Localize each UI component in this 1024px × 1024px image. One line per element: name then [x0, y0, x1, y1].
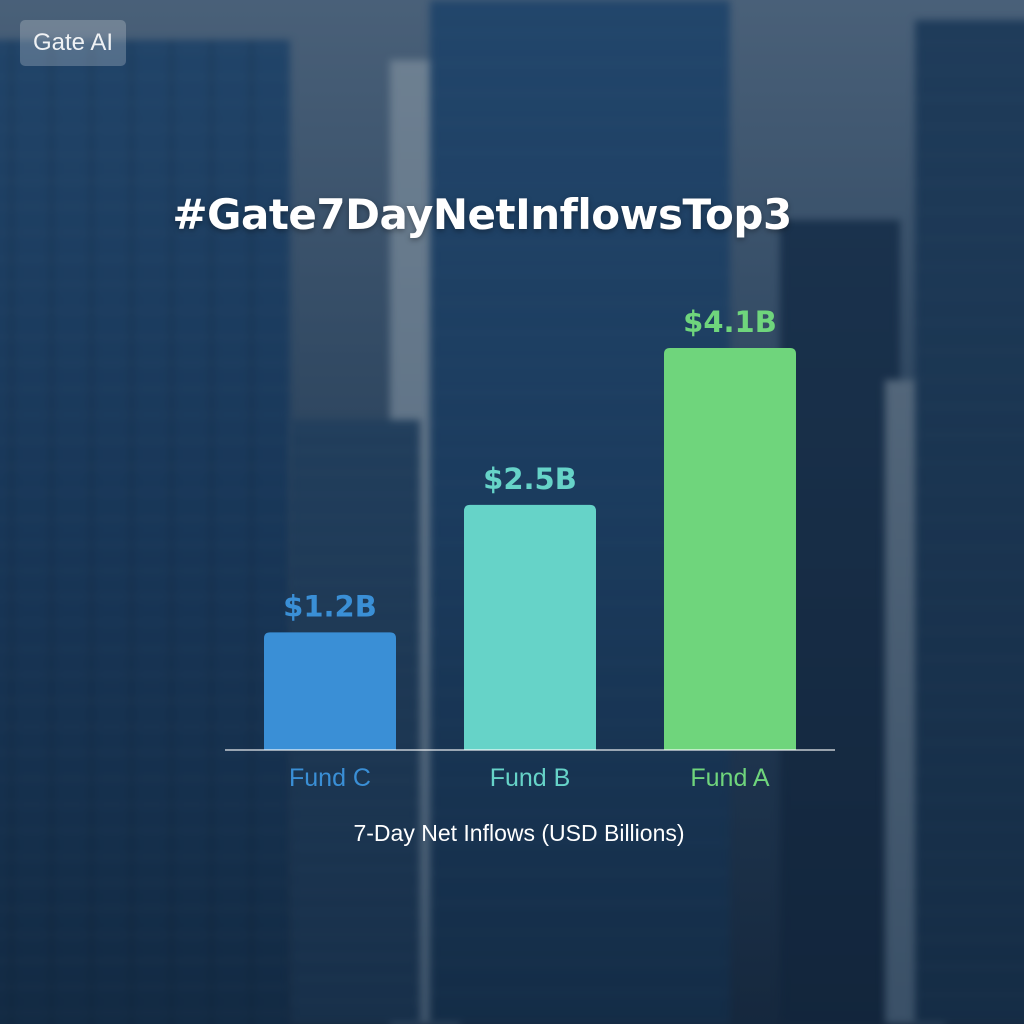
axis-caption: 7-Day Net Inflows (USD Billions)	[353, 820, 685, 846]
bar-fund-b	[464, 504, 596, 750]
data-label: $1.2B	[283, 589, 377, 623]
chart-title: #Gate7DayNetInflowsTop3	[172, 190, 792, 239]
bar-fund-c	[264, 632, 396, 750]
background-building-left	[0, 40, 290, 1024]
gate-ai-watermark: Gate AI	[20, 20, 127, 66]
category-tick-label: Fund C	[289, 764, 371, 792]
category-tick-label: Fund A	[690, 764, 770, 792]
bar-fund-a	[664, 348, 796, 750]
data-label: $4.1B	[683, 305, 777, 339]
category-tick-label: Fund B	[490, 764, 571, 792]
background-building-right	[915, 20, 1024, 1024]
data-label: $2.5B	[483, 462, 577, 496]
background-building-right-mid	[780, 220, 900, 1024]
